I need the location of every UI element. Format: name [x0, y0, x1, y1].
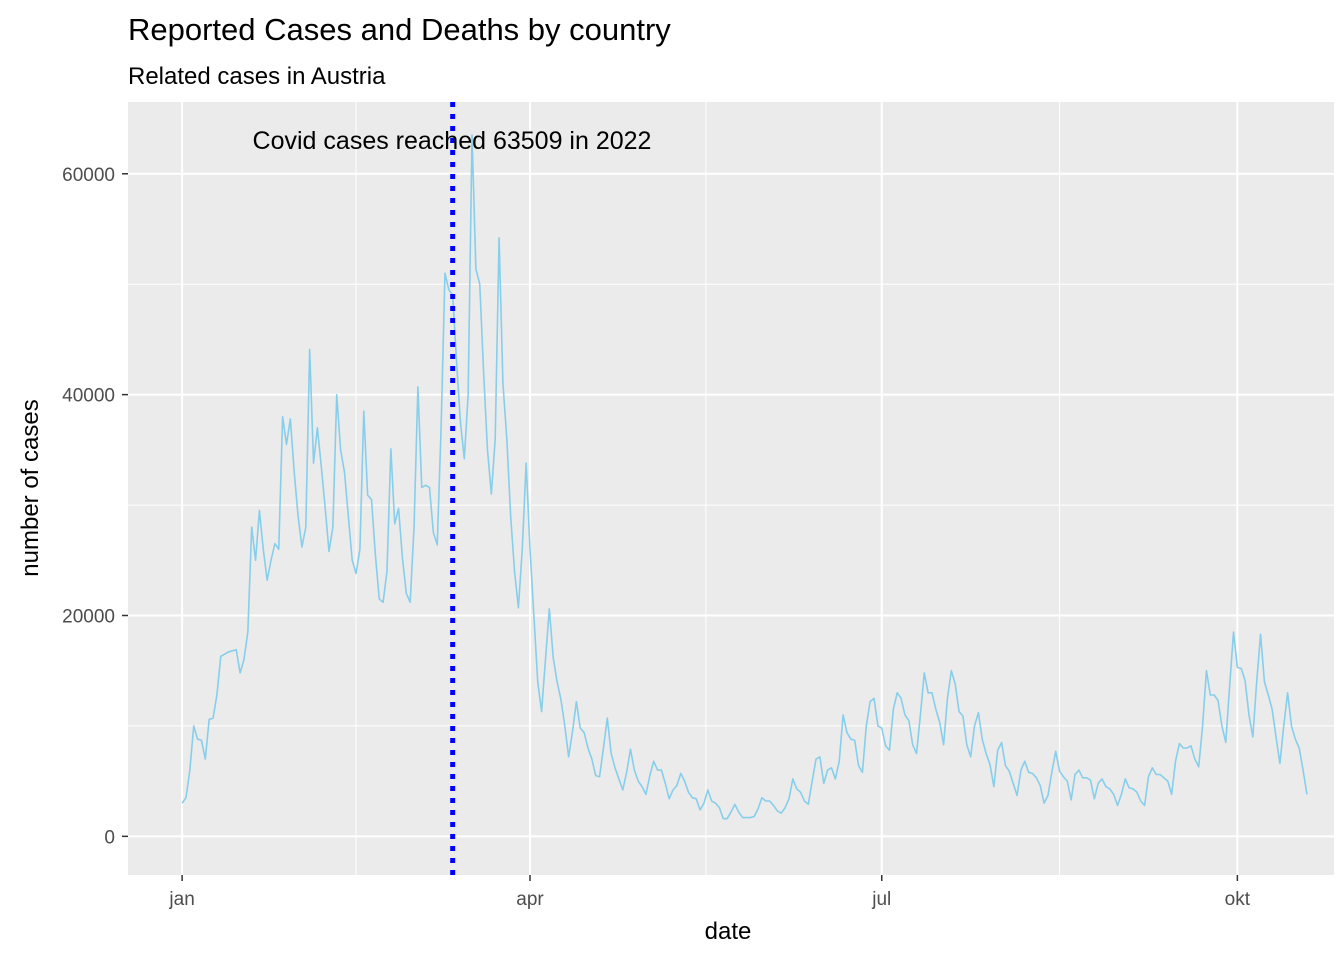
peak-annotation: Covid cases reached 63509 in 2022: [253, 127, 652, 155]
y-tick-label: 40000: [62, 386, 115, 407]
series-group: [181, 134, 1308, 820]
grid-lines: [128, 102, 1334, 875]
y-tick-label: 60000: [62, 165, 115, 186]
chart-title: Reported Cases and Deaths by country: [128, 12, 671, 47]
x-tick-label: okt: [1225, 889, 1251, 910]
x-axis-title: date: [705, 918, 752, 945]
x-tick-label: jan: [168, 889, 194, 910]
cases-line: [181, 134, 1308, 820]
chart-subtitle: Related cases in Austria: [128, 63, 386, 90]
x-tick-label: jul: [871, 889, 891, 910]
y-tick-label: 20000: [62, 606, 115, 627]
x-tick-label: apr: [516, 889, 544, 910]
plot-panel: [128, 102, 1334, 875]
y-tick-label: 0: [104, 827, 115, 848]
y-axis-title: number of cases: [17, 399, 44, 576]
y-axis: 0 20000 40000 60000: [62, 165, 128, 848]
x-axis: jan apr jul okt: [168, 875, 1251, 910]
